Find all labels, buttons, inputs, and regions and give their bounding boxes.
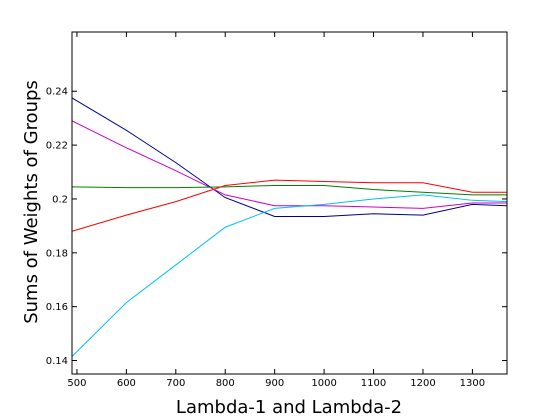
series-line-3 [71,185,507,196]
y-axis-label: Sums of Weights of Groups [21,80,42,324]
y-tick-label: 0.16 [46,302,68,313]
y-tick-label: 0.22 [46,141,68,152]
y-tick-label: 0.24 [46,87,68,98]
y-tick-label: 0.14 [46,356,68,367]
y-tick-label: 0.2 [52,194,68,205]
x-tick-label: 500 [67,378,86,389]
x-tick-label: 800 [216,378,235,389]
y-tick-label: 0.18 [46,248,68,259]
series-line-2 [71,120,507,209]
x-tick-label: 1000 [311,378,336,389]
ticks-layer: 500 600 700 800 900 1000 1100 1200 1300 0.14 0.16 0… [46,32,507,389]
series-line-1 [71,97,508,217]
axes-layer [71,31,508,375]
x-tick-label: 1300 [460,378,485,389]
x-tick-label: 900 [265,378,284,389]
plot-area [72,32,507,374]
plot-background [72,32,507,374]
series-layer [71,97,508,357]
x-tick-label: 1200 [410,378,435,389]
axes-frame [71,31,508,375]
x-tick-label: 700 [166,378,185,389]
series-line-5 [71,194,508,357]
x-tick-label: 1100 [361,378,386,389]
series-line-4 [71,179,507,232]
x-tick-label: 600 [117,378,136,389]
x-axis-label: Lambda-1 and Lambda-2 [176,397,402,418]
